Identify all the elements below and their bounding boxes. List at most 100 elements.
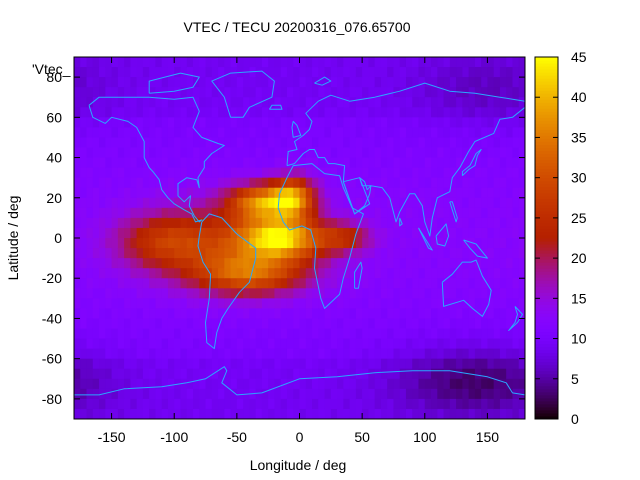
heatmap-cell (224, 177, 232, 189)
heatmap-cell (136, 127, 144, 139)
heatmap-cell (512, 117, 520, 128)
heatmap-cell (286, 217, 294, 229)
heatmap-cell (236, 147, 244, 159)
heatmap-cell (124, 187, 131, 199)
heatmap-cell (518, 398, 525, 410)
heatmap-cell (74, 268, 81, 279)
heatmap-cell (368, 87, 376, 98)
heatmap-cell (499, 157, 507, 169)
heatmap-cell (399, 408, 407, 419)
heatmap-cell (111, 197, 119, 209)
heatmap-cell (161, 248, 169, 259)
heatmap-cell (249, 348, 257, 360)
heatmap-cell (74, 147, 81, 159)
heatmap-cell (236, 308, 244, 320)
colorbar-step (535, 219, 558, 224)
heatmap-cell (155, 258, 163, 269)
heatmap-cell (124, 338, 131, 350)
heatmap-cell (462, 227, 470, 239)
heatmap-cell (142, 368, 150, 380)
heatmap-cell (499, 167, 507, 179)
heatmap-cell (130, 328, 138, 340)
heatmap-cell (249, 408, 257, 419)
heatmap-cell (456, 67, 463, 78)
heatmap-cell (180, 117, 188, 128)
heatmap-cell (99, 167, 106, 179)
heatmap-cell (405, 227, 413, 239)
heatmap-cell (481, 368, 489, 380)
heatmap-cell (205, 227, 213, 239)
heatmap-cell (261, 127, 269, 139)
heatmap-cell (318, 358, 326, 370)
heatmap-cell (424, 157, 432, 169)
heatmap-cell (205, 207, 213, 219)
heatmap-cell (474, 328, 482, 340)
heatmap-cell (117, 348, 125, 360)
coastline-eurasia (286, 82, 525, 237)
heatmap-cell (518, 368, 525, 380)
heatmap-cell (468, 207, 476, 219)
heatmap-cell (92, 207, 100, 219)
heatmap-cell (255, 238, 263, 249)
heatmap-cell (380, 378, 388, 390)
heatmap-cell (462, 388, 470, 400)
heatmap-cell (462, 408, 470, 419)
heatmap-cell (86, 227, 94, 239)
heatmap-cell (424, 248, 432, 259)
heatmap-cell (443, 368, 451, 380)
heatmap-cell (236, 157, 244, 169)
heatmap-cell (174, 338, 182, 350)
heatmap-cell (393, 298, 401, 309)
heatmap-cell (86, 408, 94, 419)
heatmap-cell (330, 147, 338, 159)
heatmap-cell (255, 107, 263, 118)
heatmap-cell (186, 238, 194, 249)
colorbar-step (535, 192, 558, 197)
heatmap-cell (318, 147, 326, 159)
heatmap-cell (324, 318, 332, 330)
heatmap-cell (431, 197, 438, 209)
heatmap-cell (136, 328, 144, 340)
heatmap-cell (99, 238, 106, 249)
heatmap-cell (493, 248, 501, 259)
heatmap-cell (449, 278, 457, 289)
heatmap-cell (236, 127, 244, 139)
heatmap-cell (449, 408, 457, 419)
heatmap-cell (142, 67, 150, 78)
heatmap-cell (224, 398, 232, 410)
heatmap-cell (499, 398, 507, 410)
heatmap-cell (174, 67, 182, 78)
heatmap-cell (412, 328, 420, 340)
heatmap-cell (437, 368, 445, 380)
heatmap-cell (130, 358, 138, 370)
heatmap-cell (236, 408, 244, 419)
heatmap-cell (174, 408, 182, 419)
heatmap-cell (186, 117, 194, 128)
heatmap-cell (180, 278, 188, 289)
heatmap-cell (368, 167, 376, 179)
heatmap-cell (337, 358, 344, 370)
heatmap-cell (199, 328, 207, 340)
heatmap-cell (111, 67, 119, 78)
colorbar-step (535, 388, 558, 393)
heatmap-cell (399, 127, 407, 139)
heatmap-cell (499, 368, 507, 380)
heatmap-cell (449, 77, 457, 88)
heatmap-cell (274, 167, 282, 179)
heatmap-cell (330, 107, 338, 118)
heatmap-cell (349, 207, 357, 219)
heatmap-cell (99, 268, 106, 279)
heatmap-cell (449, 87, 457, 98)
heatmap-cell (193, 408, 200, 419)
heatmap-cell (405, 147, 413, 159)
heatmap-cell (161, 57, 169, 68)
coastlines (74, 70, 525, 396)
heatmap-cell (355, 408, 363, 419)
heatmap-cell (368, 398, 376, 410)
heatmap-cell (456, 177, 463, 189)
heatmap-cell (405, 57, 413, 68)
heatmap-cell (211, 187, 219, 199)
heatmap-cell (199, 378, 207, 390)
heatmap-cell (437, 358, 445, 370)
colorbar-step (535, 268, 558, 272)
